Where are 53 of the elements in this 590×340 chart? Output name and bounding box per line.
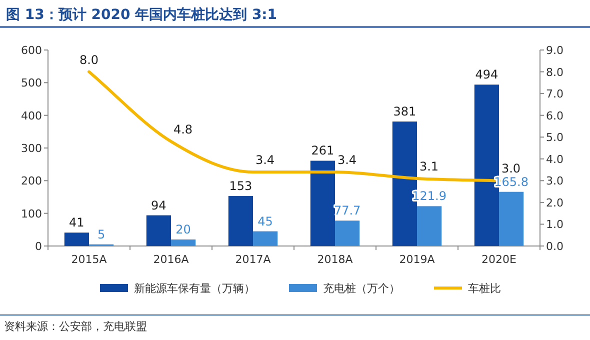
data-label: 3.1 [419,159,439,174]
data-label: 153 [229,179,252,194]
y-tick-label: 0 [35,240,42,253]
data-label: 8.0 [79,52,99,67]
data-label: 45 [258,214,273,228]
data-label: 4.8 [173,122,193,136]
x-tick-label: 2015A [71,253,108,266]
bar [171,239,196,246]
y-tick-label: 500 [21,76,42,90]
y2-tick-label: 6.0 [546,109,564,122]
data-label: 381 [393,104,416,119]
data-label: 261 [311,144,334,158]
y-tick-label: 300 [21,142,42,155]
data-label: 5 [97,227,106,242]
x-tick-label: 2017A [235,253,272,266]
y-tick-label: 200 [21,174,42,188]
y2-tick-label: 7.0 [546,88,564,101]
y2-tick-label: 2.0 [546,196,564,210]
data-label: 494 [475,68,498,82]
bar [310,160,335,246]
y-tick-label: 100 [21,207,42,220]
y2-tick-label: 9.0 [546,44,564,57]
y-tick-label: 600 [21,44,42,57]
data-label: 20 [176,222,191,236]
bar [253,231,278,246]
bar [499,192,524,246]
bar [417,206,442,246]
x-tick-label: 2019A [399,253,436,266]
legend-label: 充电桩（万个） [323,282,400,295]
y2-tick-label: 5.0 [546,131,564,144]
x-tick-label: 2016A [153,253,190,266]
data-label: 3.4 [337,152,357,167]
legend-label: 新能源车保有量（万辆） [134,282,255,295]
y2-tick-label: 4.0 [546,152,564,166]
bar [146,215,171,246]
data-label: 94 [151,198,166,212]
data-label: 77.7 [334,204,361,218]
x-tick-label: 2020E [482,253,517,266]
bar [64,232,89,246]
y2-tick-label: 0.0 [546,240,564,253]
y2-tick-label: 1.0 [546,218,564,232]
x-tick-label: 2018A [317,253,354,266]
data-label: 41 [69,216,84,230]
bar [335,220,360,246]
title: 图 13：预计 2020 年国内车桩比达到 3:1 [6,7,278,23]
data-label: 3.0 [501,162,521,176]
text: 资料来源：公安部，充电联盟 [4,320,147,333]
legend-label: 车桩比 [468,282,501,295]
y-tick-label: 400 [21,109,42,122]
bar [228,196,253,246]
y2-tick-label: 3.0 [546,174,564,188]
y2-tick-label: 8.0 [546,66,564,79]
data-label: 3.4 [255,152,275,167]
